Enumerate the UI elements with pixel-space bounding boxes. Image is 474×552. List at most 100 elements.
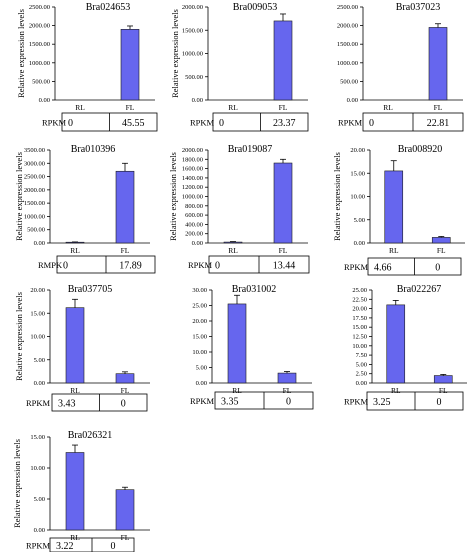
y-tick-label: 3500.00 — [24, 147, 45, 154]
y-tick-label: 10.00 — [30, 334, 45, 341]
y-tick-label: 0.00 — [34, 380, 45, 387]
y-tick-label: 200.00 — [185, 231, 203, 238]
y-axis-label: Relative expression levels — [168, 152, 178, 241]
x-tick-label-FL: FL — [434, 103, 443, 112]
y-tick-label: 1200.00 — [182, 184, 203, 191]
x-tick-label-RL: RL — [70, 246, 80, 255]
chart-panel-Bra008920: Bra008920 0.00 5.00 10.00 15.00 20.00 Relative… — [332, 144, 465, 276]
rpkm-label: RPKM — [338, 118, 363, 128]
y-tick-label: 0.00 — [354, 240, 365, 247]
y-tick-label: 5.00 — [196, 365, 207, 372]
y-tick-label: 20.00 — [350, 147, 365, 154]
y-axis-label: Relative expression levels — [16, 9, 26, 98]
y-tick-label: 0.00 — [347, 97, 358, 104]
y-tick-label: 22.50 — [352, 296, 367, 303]
rpkm-value-RL: 0 — [68, 118, 73, 129]
y-tick-label: 12.50 — [352, 334, 367, 341]
y-tick-label: 2500.00 — [29, 4, 50, 11]
y-tick-label: 0.00 — [192, 97, 203, 104]
y-tick-label: 20.00 — [352, 306, 367, 313]
y-tick-label: 1000.00 — [182, 194, 203, 201]
y-tick-label: 2000.00 — [24, 187, 45, 194]
rpkm-value-FL: 23.37 — [273, 118, 296, 129]
y-tick-label: 0.00 — [39, 97, 50, 104]
rpkm-value-FL: 22.81 — [427, 118, 450, 129]
y-tick-label: 25.00 — [192, 303, 207, 310]
bar-FL — [273, 162, 293, 244]
rpkm-value-FL: 17.89 — [119, 261, 142, 272]
bar-FL — [277, 372, 297, 384]
y-tick-label: 15.00 — [30, 434, 45, 441]
x-tick-label-FL: FL — [439, 386, 448, 395]
y-tick-label: 600.00 — [185, 212, 203, 219]
rpkm-label: RPKM — [26, 541, 51, 551]
rpkm-value-FL: 0 — [437, 397, 442, 408]
chart-panel-Bra009053: Bra009053 0.00 500.00 1000.00 1500.00 2000.00… — [170, 2, 309, 132]
y-tick-label: 10.00 — [350, 194, 365, 201]
y-tick-label: 1000.00 — [29, 60, 50, 67]
y-tick-label: 2.50 — [356, 371, 367, 378]
rpkm-value-FL: 45.55 — [122, 118, 145, 129]
x-tick-label-FL: FL — [121, 386, 130, 395]
bar-RL — [386, 304, 406, 384]
rpkm-label: RPKM — [188, 260, 213, 270]
y-tick-label: 1000.00 — [182, 51, 203, 58]
x-tick-label-FL: FL — [283, 386, 292, 395]
x-tick-label-RL: RL — [391, 386, 401, 395]
y-tick-label: 10.00 — [30, 465, 45, 472]
y-tick-label: 15.00 — [30, 310, 45, 317]
rpkm-label: RPKM — [190, 396, 215, 406]
rpkm-label: RPKM — [26, 398, 51, 408]
y-axis-label: Relative expression levels — [332, 152, 342, 241]
y-tick-label: 1500.00 — [29, 41, 50, 48]
y-tick-label: 500.00 — [27, 227, 45, 234]
rpkm-label: RPKM — [190, 118, 215, 128]
chart-title: Bra031002 — [232, 284, 276, 295]
x-tick-label-FL: FL — [279, 103, 288, 112]
rpkm-label: RPKM — [344, 397, 369, 407]
y-tick-label: 15.00 — [192, 334, 207, 341]
chart-title: Bra010396 — [71, 144, 115, 155]
y-tick-label: 2500.00 — [24, 174, 45, 181]
y-tick-label: 0.00 — [34, 240, 45, 247]
chart-title: Bra026321 — [68, 430, 112, 441]
bar-RL — [65, 307, 85, 384]
y-tick-label: 800.00 — [185, 203, 203, 210]
y-tick-label: 10.00 — [352, 343, 367, 350]
y-tick-label: 20.00 — [192, 318, 207, 325]
y-tick-label: 15.00 — [350, 170, 365, 177]
bar-FL — [433, 375, 453, 384]
bar-FL — [431, 237, 451, 244]
y-tick-label: 25.00 — [352, 287, 367, 294]
y-tick-label: 15.00 — [352, 324, 367, 331]
chart-panel-Bra019087: Bra019087 0.00 200.00 400.00 600.00 800.00 100… — [168, 144, 310, 274]
y-tick-label: 1500.00 — [337, 41, 358, 48]
x-tick-label-FL: FL — [121, 246, 130, 255]
y-tick-label: 5.00 — [34, 357, 45, 364]
y-tick-label: 5.00 — [34, 496, 45, 503]
rpkm-value-FL: 0 — [286, 397, 291, 408]
y-tick-label: 10.00 — [192, 349, 207, 356]
chart-title: Bra037705 — [68, 284, 112, 295]
bar-FL — [428, 27, 448, 101]
y-tick-label: 1500.00 — [24, 200, 45, 207]
chart-panel-Bra031002: Bra031002 0.00 5.00 10.00 15.00 20.00 25.00 30.… — [190, 284, 314, 410]
y-axis-label: Relative expression levels — [12, 439, 22, 528]
y-tick-label: 0.00 — [34, 527, 45, 534]
y-tick-label: 2000.00 — [29, 23, 50, 30]
y-tick-label: 500.00 — [32, 78, 50, 85]
x-tick-label-RL: RL — [232, 386, 242, 395]
x-tick-label-RL: RL — [70, 386, 80, 395]
y-tick-label: 0.00 — [192, 240, 203, 247]
bar-FL — [115, 489, 135, 531]
chart-title: Bra024653 — [86, 2, 130, 13]
y-tick-label: 400.00 — [185, 221, 203, 228]
chart-panel-Bra037023: Bra037023 0.00 500.00 1000.00 1500.00 2000.00… — [337, 2, 464, 132]
chart-panel-Bra026321: Bra026321 0.00 5.00 10.00 15.00 Relative expr… — [12, 430, 150, 552]
x-tick-label-FL: FL — [121, 533, 130, 542]
y-tick-label: 3000.00 — [24, 160, 45, 167]
y-tick-label: 1500.00 — [182, 27, 203, 34]
y-tick-label: 2000.00 — [182, 4, 203, 11]
y-tick-label: 7.50 — [356, 352, 367, 359]
y-axis-label: Relative expression levels — [14, 152, 24, 241]
